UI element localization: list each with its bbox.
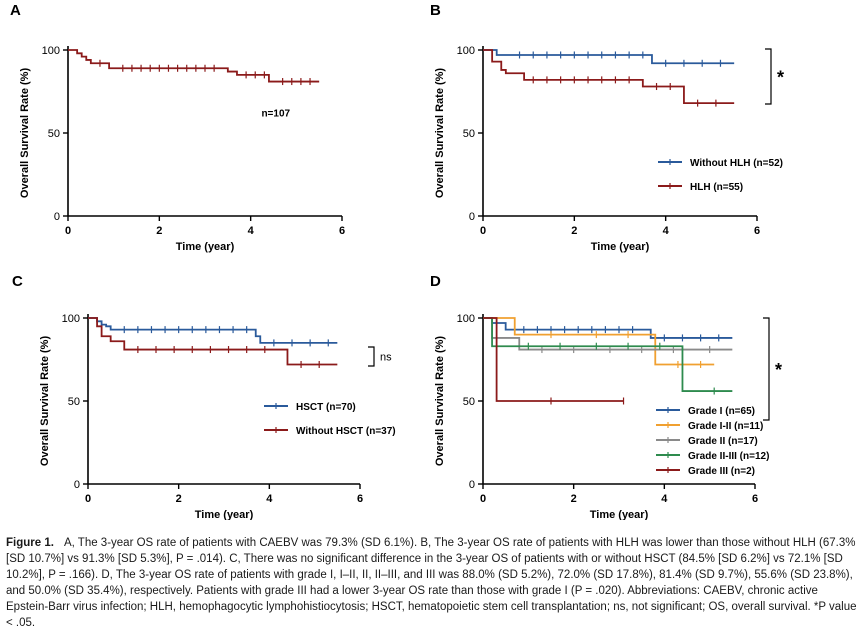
legend-label: Without HSCT (n=37) bbox=[296, 426, 396, 437]
legend-label: Grade III (n=2) bbox=[688, 466, 755, 477]
x-tick-label: 2 bbox=[176, 493, 182, 505]
y-tick-label: 50 bbox=[463, 128, 475, 140]
sample-size-annotation: n=107 bbox=[261, 108, 290, 119]
x-tick-label: 4 bbox=[661, 493, 668, 505]
panel-d: D 0 50 100 0 2 4 6 Time (year) Overall Survival R… bbox=[430, 273, 782, 520]
x-axis-label: Time (year) bbox=[195, 509, 254, 520]
y-tick-label: 50 bbox=[68, 396, 80, 408]
x-tick-label: 6 bbox=[754, 225, 760, 237]
y-tick-label: 0 bbox=[74, 479, 80, 491]
x-tick-label: 0 bbox=[480, 225, 486, 237]
caption-text: A, The 3-year OS rate of patients with C… bbox=[6, 537, 857, 629]
y-tick-label: 0 bbox=[54, 211, 60, 223]
y-tick-label: 100 bbox=[62, 313, 80, 325]
legend-label: Grade I-II (n=11) bbox=[688, 421, 763, 432]
x-tick-label: 0 bbox=[480, 493, 486, 505]
x-tick-label: 2 bbox=[156, 225, 162, 237]
y-axis-label: Overall Survival Rate (%) bbox=[39, 336, 51, 467]
legend-label: Grade II (n=17) bbox=[688, 436, 758, 447]
y-tick-label: 50 bbox=[48, 128, 60, 140]
survival-curve bbox=[483, 49, 735, 65]
panel-c: C 0 50 100 0 2 4 6 Time (year) Overall Survival R… bbox=[12, 273, 396, 520]
x-tick-label: 2 bbox=[571, 493, 577, 505]
y-tick-label: 0 bbox=[469, 479, 475, 491]
legend-label: Grade I (n=65) bbox=[688, 406, 755, 417]
significance-label: ns bbox=[380, 352, 392, 364]
figure-canvas: A 0 50 100 0 2 4 6 Time (year) Overall Survival R… bbox=[10, 2, 784, 520]
x-tick-label: 2 bbox=[571, 225, 577, 237]
panel-label: C bbox=[12, 273, 23, 290]
y-tick-label: 0 bbox=[469, 211, 475, 223]
significance-bracket bbox=[765, 48, 772, 105]
legend-label: HLH (n=55) bbox=[690, 182, 743, 193]
significance-bracket bbox=[368, 346, 375, 367]
y-tick-label: 100 bbox=[457, 313, 475, 325]
survival-curve bbox=[88, 317, 338, 344]
significance-label: * bbox=[775, 360, 782, 380]
x-axis-label: Time (year) bbox=[591, 241, 650, 253]
y-tick-label: 100 bbox=[457, 45, 475, 57]
x-tick-label: 0 bbox=[85, 493, 91, 505]
panel-a: A 0 50 100 0 2 4 6 Time (year) Overall Survival R… bbox=[10, 2, 345, 253]
panel-label: D bbox=[430, 273, 441, 290]
panel-b: B 0 50 100 0 2 4 6 Time (year) Overall Survival R… bbox=[430, 2, 784, 253]
y-axis-label: Overall Survival Rate (%) bbox=[434, 68, 446, 199]
panel-label: B bbox=[430, 2, 441, 19]
survival-curve bbox=[483, 49, 735, 105]
x-tick-label: 6 bbox=[357, 493, 363, 505]
survival-curve bbox=[88, 317, 338, 366]
y-axis-label: Overall Survival Rate (%) bbox=[19, 68, 31, 199]
legend-label: Grade II-III (n=12) bbox=[688, 451, 769, 462]
x-tick-label: 0 bbox=[65, 225, 71, 237]
x-tick-label: 6 bbox=[339, 225, 345, 237]
survival-curve bbox=[483, 317, 624, 402]
panel-label: A bbox=[10, 2, 21, 19]
x-tick-label: 4 bbox=[248, 225, 255, 237]
y-tick-label: 50 bbox=[463, 396, 475, 408]
significance-label: * bbox=[777, 68, 784, 88]
survival-curve bbox=[483, 317, 715, 366]
y-tick-label: 100 bbox=[42, 45, 60, 57]
x-tick-label: 4 bbox=[663, 225, 670, 237]
figure-label: Figure 1. bbox=[6, 537, 54, 549]
x-tick-label: 4 bbox=[266, 493, 273, 505]
x-tick-label: 6 bbox=[752, 493, 758, 505]
legend-label: HSCT (n=70) bbox=[296, 402, 356, 413]
x-axis-label: Time (year) bbox=[176, 241, 235, 253]
y-axis-label: Overall Survival Rate (%) bbox=[434, 336, 446, 467]
x-axis-label: Time (year) bbox=[590, 509, 649, 520]
legend-label: Without HLH (n=52) bbox=[690, 158, 783, 169]
significance-bracket bbox=[763, 317, 770, 421]
survival-curve bbox=[68, 49, 320, 83]
figure-caption: Figure 1. A, The 3-year OS rate of patien… bbox=[6, 535, 858, 631]
